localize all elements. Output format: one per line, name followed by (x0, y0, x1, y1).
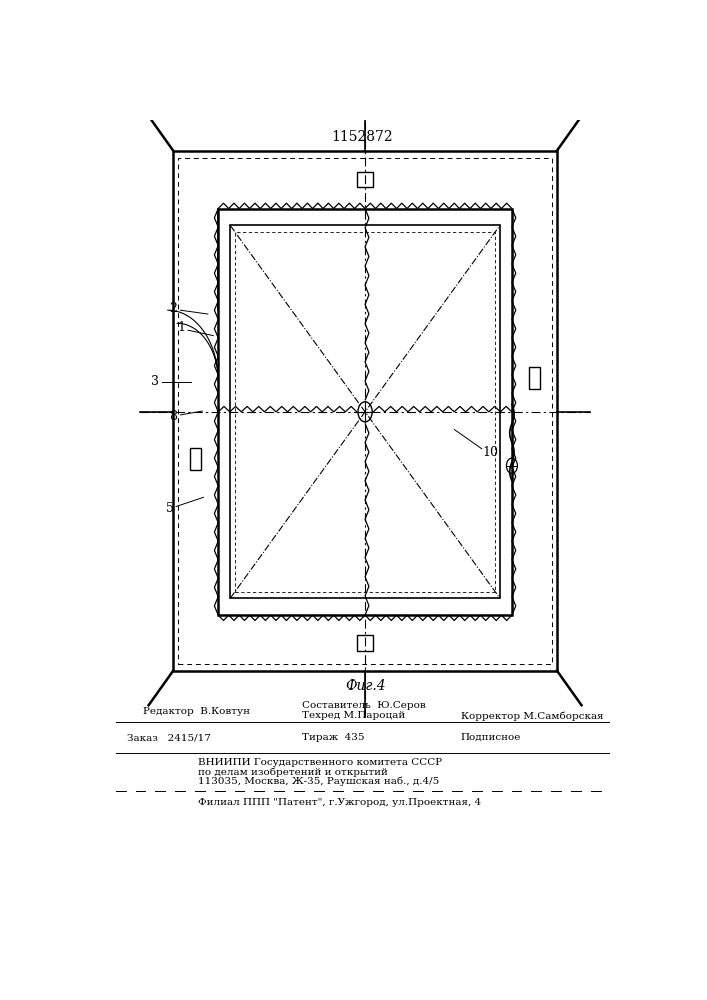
Text: по делам изобретений и открытий: по делам изобретений и открытий (198, 768, 388, 777)
Text: Филиал ППП "Патент", г.Ужгород, ул.Проектная, 4: Филиал ППП "Патент", г.Ужгород, ул.Проек… (198, 798, 481, 807)
Bar (358, 635, 373, 651)
Text: Заказ   2415/17: Заказ 2415/17 (127, 733, 211, 742)
Text: ВНИИПИ Государственного комитета СССР: ВНИИПИ Государственного комитета СССР (198, 758, 442, 767)
Bar (173, 151, 557, 671)
Bar (529, 367, 540, 389)
Text: 5: 5 (165, 502, 173, 515)
Text: Фиг.4: Фиг.4 (345, 679, 385, 693)
Text: Подписное: Подписное (461, 733, 521, 742)
Text: Тираж  435: Тираж 435 (302, 733, 365, 742)
Text: Техред М.Пароцай: Техред М.Пароцай (302, 711, 405, 720)
Bar (235, 232, 496, 592)
Bar (358, 172, 373, 187)
Text: 10: 10 (483, 446, 499, 459)
Text: 8: 8 (169, 410, 177, 423)
Bar (190, 448, 201, 470)
Text: Корректор М.Самборская: Корректор М.Самборская (461, 711, 604, 721)
Text: 113035, Москва, Ж-35, Раушская наб., д.4/5: 113035, Москва, Ж-35, Раушская наб., д.4… (198, 777, 439, 786)
Text: 1152872: 1152872 (332, 130, 393, 144)
Bar (178, 158, 552, 664)
Text: Редактор  В.Ковтун: Редактор В.Ковтун (144, 707, 250, 716)
Text: 1: 1 (177, 321, 185, 334)
Text: Составитель  Ю.Серов: Составитель Ю.Серов (302, 701, 426, 710)
Text: 3: 3 (151, 375, 159, 388)
Text: 2: 2 (170, 302, 177, 315)
Bar (230, 225, 500, 598)
Bar (218, 209, 512, 615)
